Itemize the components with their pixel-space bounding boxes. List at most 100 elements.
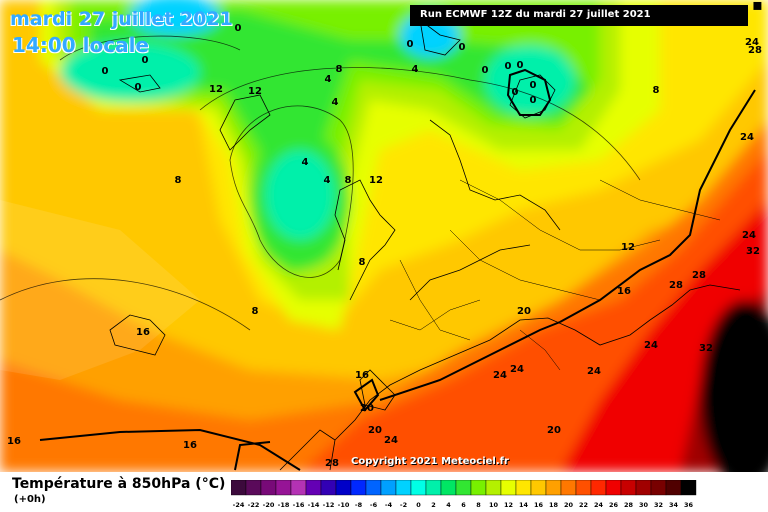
bold-isotherm-lines [39, 68, 756, 471]
contour-label: 0 [142, 55, 149, 66]
contour-label: 28 [748, 45, 762, 56]
color-scale: -24 -22 -20 -18 -16 -14 -12 -10 -8 -6 -4 -2 0 2 4 6 8 10 1… [231, 480, 697, 509]
contour-label: 0 [135, 82, 142, 93]
scale-swatch [410, 480, 427, 496]
scale-tick-label: 0 [416, 501, 421, 509]
contour-label: 24 [742, 230, 756, 241]
scale-tick-label: -8 [355, 501, 363, 509]
temperature-field [0, 0, 768, 472]
scale-swatch [650, 480, 667, 496]
contour-label: 4 [302, 157, 309, 168]
run-info-bar [410, 5, 748, 26]
scale-tick-label: 28 [624, 501, 634, 509]
contour-label: 24 [493, 370, 507, 381]
copyright: Copyright 2021 Meteociel.fr [351, 456, 509, 467]
scale-tick-label: 18 [549, 501, 559, 509]
scale-tick-label: 24 [594, 501, 604, 509]
scale-swatch [545, 480, 562, 496]
contour-label: 20 [360, 403, 374, 414]
contour-label: 16 [617, 286, 631, 297]
scale-swatch [290, 480, 307, 496]
scale-tick-label: 32 [654, 501, 663, 509]
scale-tick-label: -12 [323, 501, 335, 509]
scale-tick-label: -14 [308, 501, 320, 509]
contour-label: 28 [325, 458, 339, 469]
close-icon[interactable]: ▪ [752, 0, 763, 14]
contour-label: 4 [324, 175, 331, 186]
field-title: Température à 850hPa (°C) [12, 476, 226, 492]
contour-label: 16 [355, 370, 369, 381]
scale-tick-label: -4 [385, 501, 393, 509]
contour-label: 24 [745, 37, 759, 48]
contour-label: 32 [699, 343, 713, 354]
scale-tick-label: 26 [609, 501, 619, 509]
scale-tick-label: 30 [639, 501, 649, 509]
contour-label: 24 [510, 364, 524, 375]
contour-label: 24 [384, 435, 398, 446]
contour-label: 16 [183, 440, 197, 451]
scale-tick-label: 16 [534, 501, 544, 509]
contour-label: 8 [252, 306, 259, 317]
contour-label: 28 [669, 280, 683, 291]
contour-label: 8 [336, 64, 343, 75]
legend-footer: Température à 850hPa (°C) (+0h) -24 -22 -2… [0, 472, 768, 512]
scale-swatch [335, 480, 352, 496]
contour-label: 0 [482, 65, 489, 76]
scale-swatch [380, 480, 397, 496]
scale-swatch [485, 480, 502, 496]
scale-swatch [425, 480, 442, 496]
scale-swatch [320, 480, 337, 496]
contour-label: 4 [412, 64, 419, 75]
contour-label: 20 [517, 306, 531, 317]
contour-label: 8 [175, 175, 182, 186]
run-info: Run ECMWF 12Z du mardi 27 juillet 2021 [420, 9, 651, 20]
contour-label: 20 [368, 425, 382, 436]
contour-label: 0 [235, 23, 242, 34]
contour-label: 16 [136, 327, 150, 338]
contour-label: 24 [740, 132, 754, 143]
scale-tick-label: 6 [461, 501, 466, 509]
lead-time: (+0h) [14, 494, 46, 505]
contour-label: 28 [692, 270, 706, 281]
sea-tint [0, 200, 200, 380]
scale-tick-label: 34 [669, 501, 679, 509]
scale-tick-label: -18 [278, 501, 290, 509]
contour-label: 4 [332, 97, 339, 108]
scale-tick-label: 4 [446, 501, 451, 509]
scale-swatch [635, 480, 652, 496]
contour-label: 0 [530, 80, 537, 91]
scale-swatch [680, 480, 697, 496]
contour-label: 0 [459, 42, 466, 53]
contour-label: 4 [325, 74, 332, 85]
scale-swatch [455, 480, 472, 496]
scale-tick-label: -6 [370, 501, 378, 509]
contour-label: 8 [359, 257, 366, 268]
scale-tick-label: 10 [489, 501, 499, 509]
scale-swatch [395, 480, 412, 496]
contour-label: 0 [512, 87, 519, 98]
contour-label: 8 [345, 175, 352, 186]
contour-label: 24 [587, 366, 601, 377]
contour-label: 24 [644, 340, 658, 351]
scale-swatch [275, 480, 292, 496]
contour-label: 0 [102, 66, 109, 77]
contour-label: 0 [407, 39, 414, 50]
scale-swatch [350, 480, 367, 496]
scale-tick-label: 8 [476, 501, 481, 509]
scale-swatch [245, 480, 262, 496]
contour-label: 0 [505, 61, 512, 72]
contour-label: 16 [7, 436, 21, 447]
contour-label: 0 [517, 60, 524, 71]
contour-label: 12 [369, 175, 383, 186]
scale-swatch [575, 480, 592, 496]
scale-swatch [500, 480, 517, 496]
contour-label: 12 [621, 242, 635, 253]
scale-tick-label: -10 [338, 501, 350, 509]
scale-tick-label: -20 [263, 501, 275, 509]
scale-swatch [260, 480, 277, 496]
contour-label: 8 [653, 85, 660, 96]
scale-tick-label: -22 [248, 501, 260, 509]
scale-swatch [620, 480, 637, 496]
